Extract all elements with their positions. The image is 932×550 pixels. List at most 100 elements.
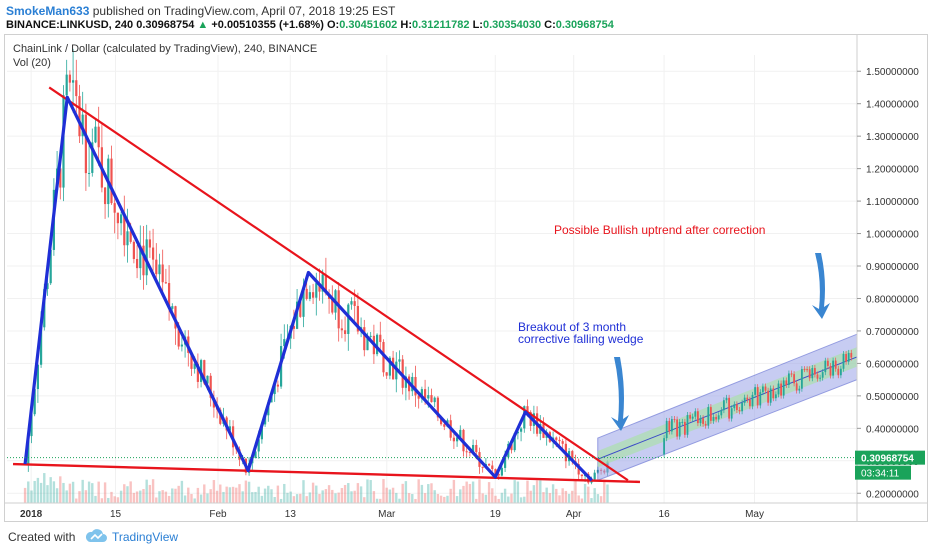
y-tick-label: 0.90000000 (866, 262, 919, 273)
candle-body (350, 301, 353, 305)
volume-bar (494, 495, 497, 503)
projected-candle-body (691, 416, 694, 419)
candle-body (571, 451, 574, 462)
projected-candle-body (686, 415, 689, 435)
volume-bar (503, 488, 507, 503)
candle-body (292, 326, 295, 329)
y-tick-label: 1.20000000 (866, 165, 919, 176)
candle-body (324, 274, 327, 294)
volume-bar (113, 496, 116, 503)
volume-bar (513, 480, 516, 503)
volume-bar (606, 484, 609, 503)
projected-candle-body (816, 374, 819, 379)
volume-bar (123, 484, 126, 503)
volume-bar (52, 481, 56, 503)
volume-bar (497, 498, 500, 503)
author-link[interactable]: SmokeMan633 (6, 4, 90, 18)
projected-candle-body (834, 360, 837, 369)
projected-candle-body (772, 388, 775, 399)
volume-bar (583, 483, 587, 503)
down-arrow-icon (812, 253, 830, 319)
candle-body (375, 334, 379, 355)
candle-body (196, 363, 199, 382)
volume-bar (203, 484, 206, 503)
candle-body (398, 359, 401, 362)
candle-body (510, 443, 513, 451)
volume-bar (174, 488, 177, 503)
volume-bar (39, 482, 43, 503)
projected-candle-body (811, 368, 814, 379)
volume-bar (263, 488, 267, 503)
candle-body (119, 214, 123, 224)
candle-body (155, 259, 158, 275)
candle-body (49, 249, 52, 284)
volume-bar (71, 481, 75, 503)
volume-bar (155, 497, 158, 503)
volume-bar (161, 490, 164, 503)
candle-body (500, 467, 503, 476)
volume-bar (231, 486, 235, 503)
volume-bar (103, 482, 107, 503)
volume-bar (347, 483, 350, 503)
price-chart[interactable]: 1.50000000 1.40000000 1.30000000 1.20000000… (5, 35, 927, 521)
projected-candle-body (808, 369, 811, 379)
candle-body (475, 445, 478, 453)
volume-bar (529, 490, 532, 503)
projected-candle-body (722, 400, 725, 411)
volume-bar (46, 485, 49, 503)
candle-body (283, 339, 286, 347)
projected-candle-body (782, 380, 785, 396)
footer: Created with TradingView (0, 522, 932, 550)
projected-candle-body (670, 419, 673, 432)
volume-bar (545, 487, 548, 503)
candle-body (404, 376, 407, 388)
volume-bar (142, 489, 145, 503)
volume-bar (171, 488, 174, 503)
candle-body (558, 439, 561, 442)
volume-bar (228, 487, 232, 503)
uptrend-channel (597, 333, 858, 482)
volume-bar (452, 479, 456, 503)
tradingview-brand[interactable]: TradingView (112, 530, 179, 544)
volume-bar (350, 491, 353, 503)
volume-bar (340, 488, 344, 503)
candle-body (113, 203, 116, 213)
channel-inner (597, 347, 857, 468)
volume-bar (75, 498, 78, 503)
volume-bar (110, 491, 113, 503)
volume-bar (91, 483, 94, 503)
candle-body (129, 231, 132, 242)
volume-bar (190, 493, 193, 503)
candle-body (494, 469, 497, 475)
volume-bar (379, 498, 382, 503)
volume-bar (567, 493, 571, 503)
volume-bar (299, 493, 302, 503)
volume-bar (388, 489, 392, 503)
projected-candle-body (764, 386, 767, 391)
volume-bar (135, 491, 139, 503)
last-price: 0.30968754 (136, 19, 195, 31)
x-tick-label: Mar (378, 509, 396, 520)
candle-body (433, 397, 436, 403)
projected-candle-body (689, 415, 691, 419)
candle-body (228, 426, 231, 431)
candle-body (366, 336, 369, 351)
candle-body (427, 395, 430, 399)
volume-bar (353, 490, 356, 503)
candle-body (513, 433, 516, 451)
projected-candle-body (735, 404, 738, 410)
wedge-upper-line (48, 86, 629, 482)
candle-body (46, 283, 49, 290)
candle-body (519, 428, 523, 432)
candle-body (203, 360, 206, 384)
projected-candle-body (751, 394, 754, 407)
candle-body (459, 429, 462, 438)
candle-body (430, 395, 433, 403)
candle-body (487, 464, 491, 466)
candle-body (132, 241, 135, 259)
candle-body (577, 464, 580, 475)
projected-candle-body (683, 421, 686, 435)
volume-bar (311, 482, 315, 503)
chart-area[interactable]: 1.50000000 1.40000000 1.30000000 1.20000000… (4, 34, 928, 522)
volume-bar (420, 484, 424, 503)
